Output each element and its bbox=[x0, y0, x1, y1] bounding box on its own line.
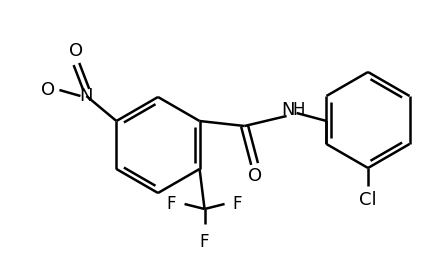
Text: O: O bbox=[41, 81, 55, 99]
Text: O: O bbox=[248, 167, 262, 185]
Text: F: F bbox=[200, 233, 209, 251]
Text: Cl: Cl bbox=[359, 191, 377, 209]
Text: F: F bbox=[233, 195, 242, 213]
Text: N: N bbox=[281, 101, 294, 119]
Text: H: H bbox=[293, 101, 305, 119]
Text: N: N bbox=[80, 87, 93, 105]
Text: F: F bbox=[167, 195, 176, 213]
Text: O: O bbox=[70, 42, 83, 60]
